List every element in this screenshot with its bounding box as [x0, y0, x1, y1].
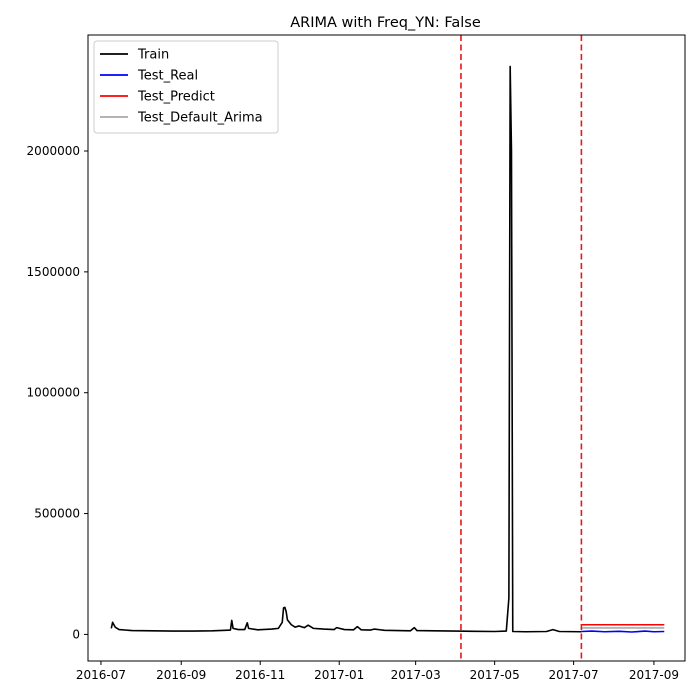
- series-line-train: [110, 65, 582, 633]
- x-tick-label: 2017-01: [314, 668, 364, 682]
- y-tick-label: 1000000: [27, 386, 80, 400]
- y-tick-label: 1500000: [27, 265, 80, 279]
- x-tick-label: 2017-07: [549, 668, 599, 682]
- series-group: [110, 35, 665, 661]
- legend-label: Train: [137, 48, 169, 63]
- legend: Train Test_Real Test_Predict Test_Default_A…: [93, 40, 279, 134]
- x-tick-label: 2016-07: [76, 668, 126, 682]
- plot-area: 2016-07 2016-09 2016-11 2017-01 2017-03 2017-…: [27, 34, 686, 682]
- x-tick-label: 2017-09: [629, 668, 679, 682]
- y-tick-label: 0: [72, 627, 80, 641]
- x-tick-label: 2017-03: [391, 668, 441, 682]
- legend-label: Test_Predict: [137, 90, 215, 105]
- x-tick-label: 2017-05: [470, 668, 520, 682]
- plot-frame: [87, 34, 686, 662]
- chart-title: ARIMA with Freq_YN: False: [290, 15, 481, 31]
- legend-label: Test_Real: [137, 69, 198, 84]
- series-line-test-real: [581, 630, 665, 633]
- y-tick-label: 500000: [34, 507, 80, 521]
- y-tick-label: 2000000: [27, 144, 80, 158]
- legend-box: [93, 40, 279, 134]
- x-tick-label: 2016-11: [235, 668, 285, 682]
- legend-label: Test_Default_Arima: [137, 111, 263, 126]
- x-tick-label: 2016-09: [156, 668, 206, 682]
